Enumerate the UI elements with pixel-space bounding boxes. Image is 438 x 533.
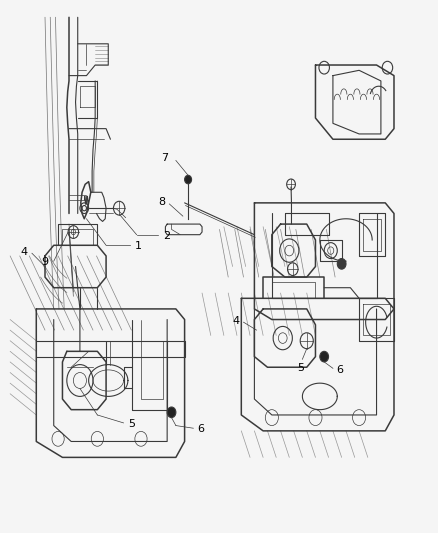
Text: 1: 1: [134, 241, 141, 252]
Circle shape: [184, 175, 191, 184]
Circle shape: [336, 259, 345, 269]
Text: 4: 4: [231, 316, 239, 326]
Circle shape: [167, 407, 176, 418]
Text: 4: 4: [21, 247, 28, 257]
Text: 6: 6: [197, 424, 204, 434]
Circle shape: [319, 351, 328, 362]
Text: 8: 8: [158, 197, 165, 207]
Text: 6: 6: [336, 365, 343, 375]
Text: 7: 7: [161, 153, 168, 163]
Text: 2: 2: [162, 231, 170, 241]
Text: 5: 5: [127, 419, 134, 429]
Text: 9: 9: [41, 257, 48, 267]
Text: 5: 5: [296, 363, 303, 373]
